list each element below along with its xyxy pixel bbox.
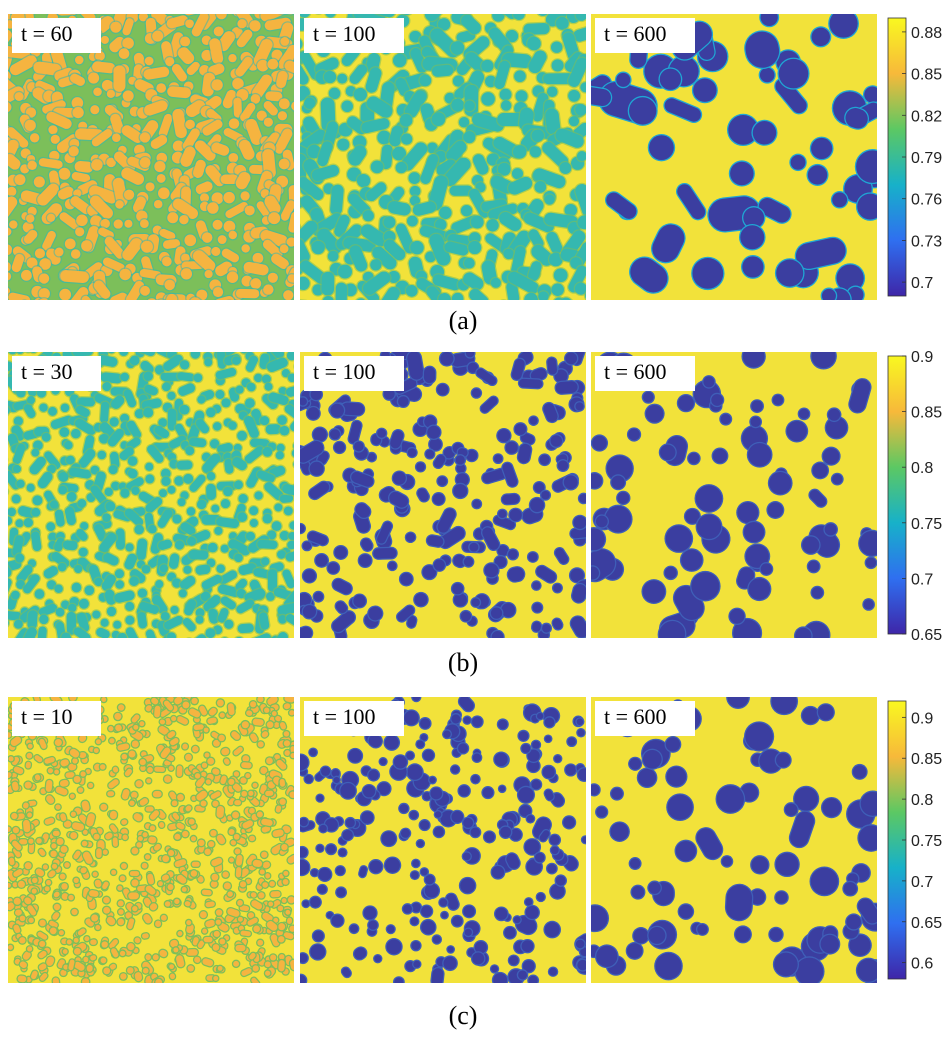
pattern-field — [8, 352, 294, 638]
time-label: t = 100 — [304, 356, 404, 391]
colorbar-tick-label: 0.82 — [911, 108, 942, 125]
pattern-field — [300, 697, 586, 983]
panel-c-1: t = 10 — [8, 697, 294, 983]
colorbar-c: 0.9 0.85 0.8 0.75 0.7 0.65 0.6 — [884, 697, 952, 983]
panel-c-2: t = 100 — [300, 697, 586, 983]
panel-a-1: t = 60 — [8, 14, 294, 300]
time-label: t = 600 — [595, 18, 695, 53]
colorbar-tick-label: 0.8 — [911, 460, 933, 477]
panel-a-2: t = 100 — [300, 14, 586, 300]
colorbar: 0.9 0.85 0.8 0.75 0.7 0.65 — [887, 349, 942, 644]
colorbar-tick-label: 0.79 — [911, 150, 942, 167]
row-c: t = 10 t = 100 t = 600 0.9 0.85 0.8 0.75 0.7… — [0, 697, 952, 1043]
colorbar-a: 0.88 0.85 0.82 0.79 0.76 0.73 0.7 — [884, 14, 952, 300]
pattern-field — [591, 352, 877, 638]
colorbar-tick-label: 0.85 — [911, 751, 942, 768]
colorbar-gradient — [887, 355, 907, 635]
domains — [591, 697, 877, 983]
panel-b-2: t = 100 — [300, 352, 586, 638]
pattern-field — [300, 14, 586, 300]
colorbar-tick-label: 0.65 — [911, 627, 942, 644]
pattern-field — [591, 697, 877, 983]
colorbar-tick-label: 0.76 — [911, 192, 942, 209]
domains — [8, 352, 294, 638]
colorbar-tick-label: 0.75 — [911, 516, 942, 533]
pattern-field — [8, 697, 294, 983]
panel-b-1: t = 30 — [8, 352, 294, 638]
caption-b: (b) — [447, 648, 479, 677]
colorbar: 0.9 0.85 0.8 0.75 0.7 0.65 0.6 — [887, 700, 942, 980]
time-label: t = 600 — [595, 356, 695, 391]
colorbar-tick-label: 0.7 — [911, 874, 933, 891]
colorbar: 0.88 0.85 0.82 0.79 0.76 0.73 0.7 — [887, 17, 942, 297]
colorbar-tick-label: 0.7 — [911, 275, 933, 292]
panel-c-3: t = 600 — [591, 697, 877, 983]
colorbar-tick-label: 0.9 — [911, 349, 933, 366]
pattern-field — [300, 352, 586, 638]
time-label: t = 100 — [304, 18, 404, 53]
domains — [300, 14, 586, 300]
time-label: t = 100 — [304, 701, 404, 736]
time-label: t = 10 — [12, 701, 101, 736]
time-label: t = 60 — [12, 18, 101, 53]
colorbar-tick-label: 0.85 — [911, 405, 942, 422]
colorbar-tick-label: 0.88 — [911, 25, 942, 42]
domains — [8, 697, 294, 983]
field-background — [591, 352, 877, 638]
caption-c: (c) — [448, 1001, 478, 1030]
colorbar-tick-label: 0.65 — [911, 915, 942, 932]
colorbar-tick-label: 0.85 — [911, 67, 942, 84]
colorbar-tick-label: 0.8 — [911, 792, 933, 809]
colorbar-tick-label: 0.9 — [911, 710, 933, 727]
colorbar-b: 0.9 0.85 0.8 0.75 0.7 0.65 — [884, 349, 952, 644]
pattern-field — [591, 14, 877, 300]
colorbar-tick-label: 0.7 — [911, 571, 933, 588]
panel-b-3: t = 600 — [591, 352, 877, 638]
row-b: t = 30 t = 100 t = 600 0.9 0.85 0.8 0.75 0.7… — [0, 349, 952, 692]
domains — [8, 14, 294, 300]
colorbar-tick-label: 0.6 — [911, 956, 933, 973]
domains — [300, 697, 586, 983]
time-label: t = 600 — [595, 701, 695, 736]
colorbar-tick-label: 0.75 — [911, 833, 942, 850]
time-label: t = 30 — [12, 356, 101, 391]
caption-a: (a) — [448, 306, 478, 335]
pattern-field — [8, 14, 294, 300]
panel-a-3: t = 600 — [591, 14, 877, 300]
row-a: t = 60 t = 100 t = 600 0.88 0.85 0.82 0.79 0… — [0, 14, 952, 344]
colorbar-tick-label: 0.73 — [911, 233, 942, 250]
